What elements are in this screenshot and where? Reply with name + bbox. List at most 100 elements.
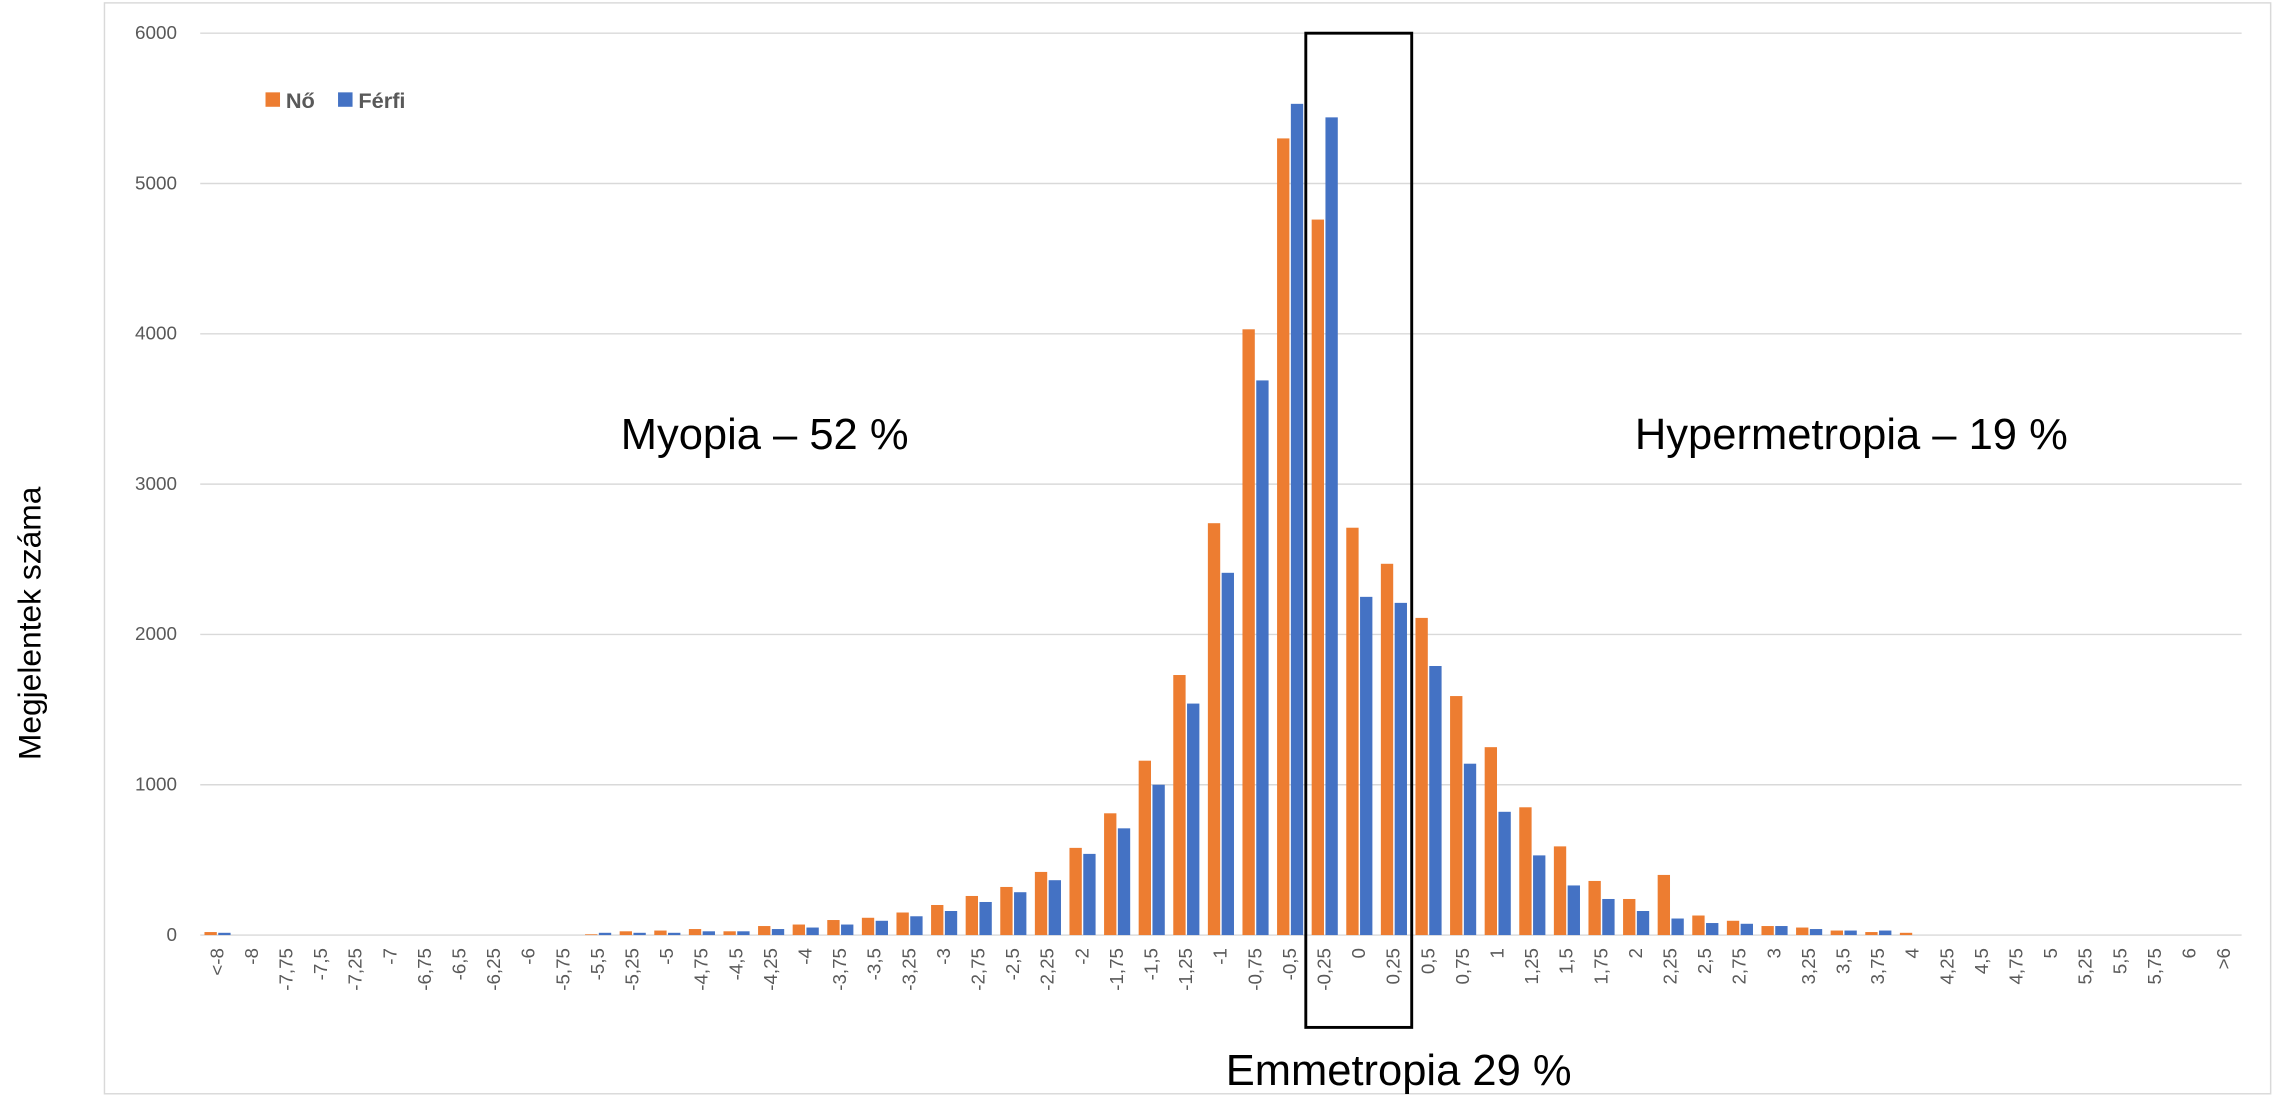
- bar: [1706, 923, 1719, 936]
- legend-swatch: [338, 92, 353, 107]
- annotation: Myopia – 52 %: [621, 411, 909, 459]
- x-tick-label: -4,5: [725, 948, 746, 980]
- bar: [1844, 930, 1857, 936]
- x-tick-label: 1: [1486, 948, 1507, 958]
- bar: [1809, 929, 1823, 936]
- x-tick-label: 2,5: [1694, 948, 1715, 974]
- bar: [758, 926, 771, 936]
- legend-label: Férfi: [358, 88, 405, 113]
- x-tick-label: 3: [1763, 948, 1784, 958]
- x-tick-label: -2,5: [1002, 948, 1023, 980]
- bar: [585, 934, 598, 936]
- x-tick-label: 4,5: [1971, 948, 1992, 974]
- bar: [633, 932, 646, 936]
- x-tick-label: 5,5: [2109, 948, 2130, 974]
- bar: [1242, 329, 1255, 936]
- x-tick-label: 4: [1902, 948, 1923, 958]
- bar: [1117, 828, 1131, 936]
- bar: [771, 929, 785, 936]
- x-tick-label: 2: [1625, 948, 1646, 958]
- bar: [1519, 807, 1532, 936]
- bar: [619, 931, 632, 936]
- bar: [931, 904, 944, 936]
- x-tick-label: 4,25: [1936, 948, 1957, 984]
- y-tick-label: 0: [167, 924, 177, 945]
- x-tick-label: -6,75: [414, 948, 435, 991]
- x-tick-label: -5,75: [552, 948, 573, 991]
- bar: [1899, 932, 1913, 936]
- annotation: Emmetropia 29 %: [1226, 1047, 1572, 1095]
- x-tick-label: 3,5: [1832, 948, 1853, 974]
- bar: [1138, 760, 1152, 936]
- bar: [1657, 874, 1671, 936]
- bar: [1623, 898, 1636, 936]
- y-tick-label: 1000: [135, 774, 177, 795]
- bar: [702, 931, 715, 936]
- x-tick-label: >6: [2213, 948, 2234, 969]
- bar: [1380, 563, 1394, 936]
- bar: [827, 920, 840, 936]
- legend-swatch: [265, 92, 281, 107]
- x-tick-label: -5,25: [621, 948, 642, 991]
- x-tick-label: 4,75: [2005, 948, 2026, 984]
- annotation: Hypermetropia – 19 %: [1635, 411, 2068, 459]
- x-tick-label: 0,75: [1452, 948, 1473, 984]
- x-tick-label: 5,75: [2144, 948, 2165, 984]
- x-tick-label: -1,75: [1106, 948, 1127, 991]
- bar: [737, 931, 750, 936]
- bar: [1152, 784, 1165, 936]
- bar: [1588, 880, 1601, 936]
- x-tick-label: 2,75: [1729, 948, 1750, 984]
- x-tick-label: 5: [2040, 948, 2061, 958]
- y-tick-label: 2000: [135, 623, 177, 644]
- bar: [1221, 572, 1234, 936]
- bar: [1415, 617, 1428, 936]
- y-tick-label: 4000: [135, 323, 177, 344]
- x-tick-label: -5: [656, 948, 677, 965]
- x-tick-label: -4,75: [691, 948, 712, 991]
- x-tick-label: -2,75: [967, 948, 988, 991]
- x-tick-label: -3,75: [829, 948, 850, 991]
- x-tick-label: <-8: [206, 948, 227, 976]
- x-tick-label: 6: [2178, 948, 2199, 958]
- y-axis-label: Megjelentek száma: [12, 486, 48, 760]
- bar: [965, 895, 979, 936]
- bar: [896, 912, 909, 936]
- bar: [944, 911, 958, 936]
- bar: [1207, 523, 1221, 936]
- bar: [668, 932, 681, 936]
- bar: [1083, 853, 1096, 936]
- bar: [1533, 855, 1546, 936]
- x-tick-label: -8: [241, 948, 262, 965]
- bar: [1726, 920, 1740, 936]
- bar: [1498, 811, 1511, 936]
- x-tick-label: 0,5: [1417, 948, 1438, 974]
- bar: [1277, 138, 1290, 936]
- x-tick-label: 3,75: [1867, 948, 1888, 984]
- bar: [1865, 932, 1878, 936]
- x-tick-label: -0,75: [1244, 948, 1265, 991]
- x-tick-label: -7,25: [345, 948, 366, 991]
- x-tick-label: -6,25: [483, 948, 504, 991]
- bar: [1553, 846, 1567, 936]
- x-tick-label: 3,25: [1798, 948, 1819, 984]
- bar: [1775, 926, 1788, 936]
- bar: [1325, 117, 1338, 936]
- bar: [1014, 892, 1027, 936]
- x-tick-label: 1,75: [1590, 948, 1611, 984]
- bar: [654, 930, 667, 936]
- bar: [1671, 918, 1684, 936]
- y-tick-label: 5000: [135, 172, 177, 193]
- x-tick-label: -6: [518, 948, 539, 965]
- x-tick-label: -1,5: [1140, 948, 1161, 980]
- x-tick-label: -1: [1210, 948, 1231, 965]
- bar: [1463, 763, 1477, 936]
- x-tick-label: 0: [1348, 948, 1369, 958]
- y-tick-label: 6000: [135, 22, 177, 43]
- bar: [1346, 527, 1359, 936]
- x-tick-label: -0,25: [1313, 948, 1334, 991]
- bar: [688, 929, 702, 936]
- bar: [806, 927, 819, 936]
- legend-label: Nő: [286, 88, 315, 113]
